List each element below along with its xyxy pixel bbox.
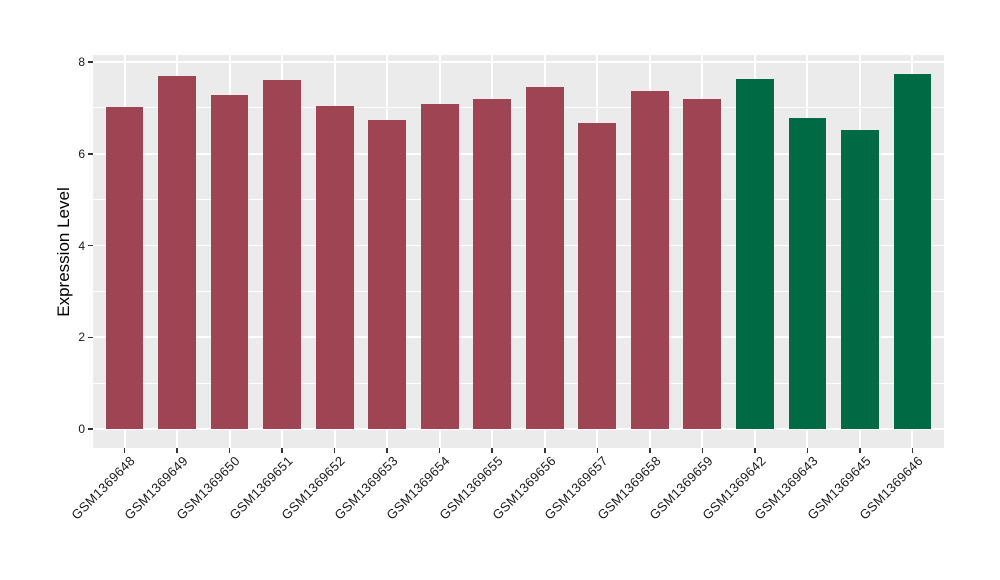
y-tick-label: 8 — [78, 55, 85, 69]
gridline-major-h — [93, 61, 944, 63]
bar — [525, 87, 564, 429]
bar — [683, 98, 722, 429]
gridline-minor-h — [93, 290, 944, 292]
gridline-major-h — [93, 244, 944, 247]
bar — [578, 122, 617, 429]
x-axis-tick — [228, 448, 231, 453]
y-axis-tick — [88, 244, 93, 247]
bar — [735, 78, 774, 429]
y-tick-label: 4 — [78, 238, 85, 253]
x-axis-tick — [438, 448, 441, 453]
gridline-minor-h — [93, 199, 944, 201]
bar — [263, 80, 301, 429]
x-axis-tick — [649, 448, 651, 453]
x-axis-tick — [701, 448, 704, 453]
y-axis-tick — [88, 428, 93, 430]
bar — [473, 98, 512, 429]
x-axis-tick — [386, 448, 388, 453]
bar — [210, 95, 249, 429]
y-tick-label: 2 — [78, 330, 85, 345]
bar — [420, 104, 459, 429]
y-axis-tick — [88, 336, 93, 338]
x-axis-tick — [754, 448, 756, 453]
bar — [893, 74, 932, 429]
x-axis-tick — [911, 448, 914, 453]
x-axis-tick — [333, 448, 336, 453]
gridline-major-h — [93, 428, 944, 430]
x-axis-tick — [596, 448, 599, 453]
y-tick-label: 6 — [78, 146, 85, 161]
bar — [630, 91, 669, 429]
bar — [315, 106, 354, 429]
bar — [158, 75, 196, 429]
gridline-major-h — [93, 336, 944, 339]
gridline-minor-h — [93, 107, 944, 109]
bar — [788, 117, 827, 429]
x-axis-tick — [123, 448, 126, 453]
gridline-major-h — [93, 152, 944, 155]
x-axis-tick — [491, 448, 493, 453]
x-axis-tick — [281, 448, 283, 453]
y-tick-label: 0 — [78, 422, 85, 436]
x-axis-tick — [859, 448, 861, 453]
gridline-minor-h — [93, 382, 944, 384]
bar — [841, 129, 879, 429]
bar — [368, 120, 407, 429]
x-axis-tick — [544, 448, 546, 453]
plot-panel — [93, 55, 944, 448]
y-axis-tick — [88, 153, 93, 155]
bar — [105, 106, 144, 429]
x-axis-tick — [176, 448, 178, 453]
y-axis-tick — [88, 61, 93, 63]
x-axis-tick — [806, 448, 809, 453]
